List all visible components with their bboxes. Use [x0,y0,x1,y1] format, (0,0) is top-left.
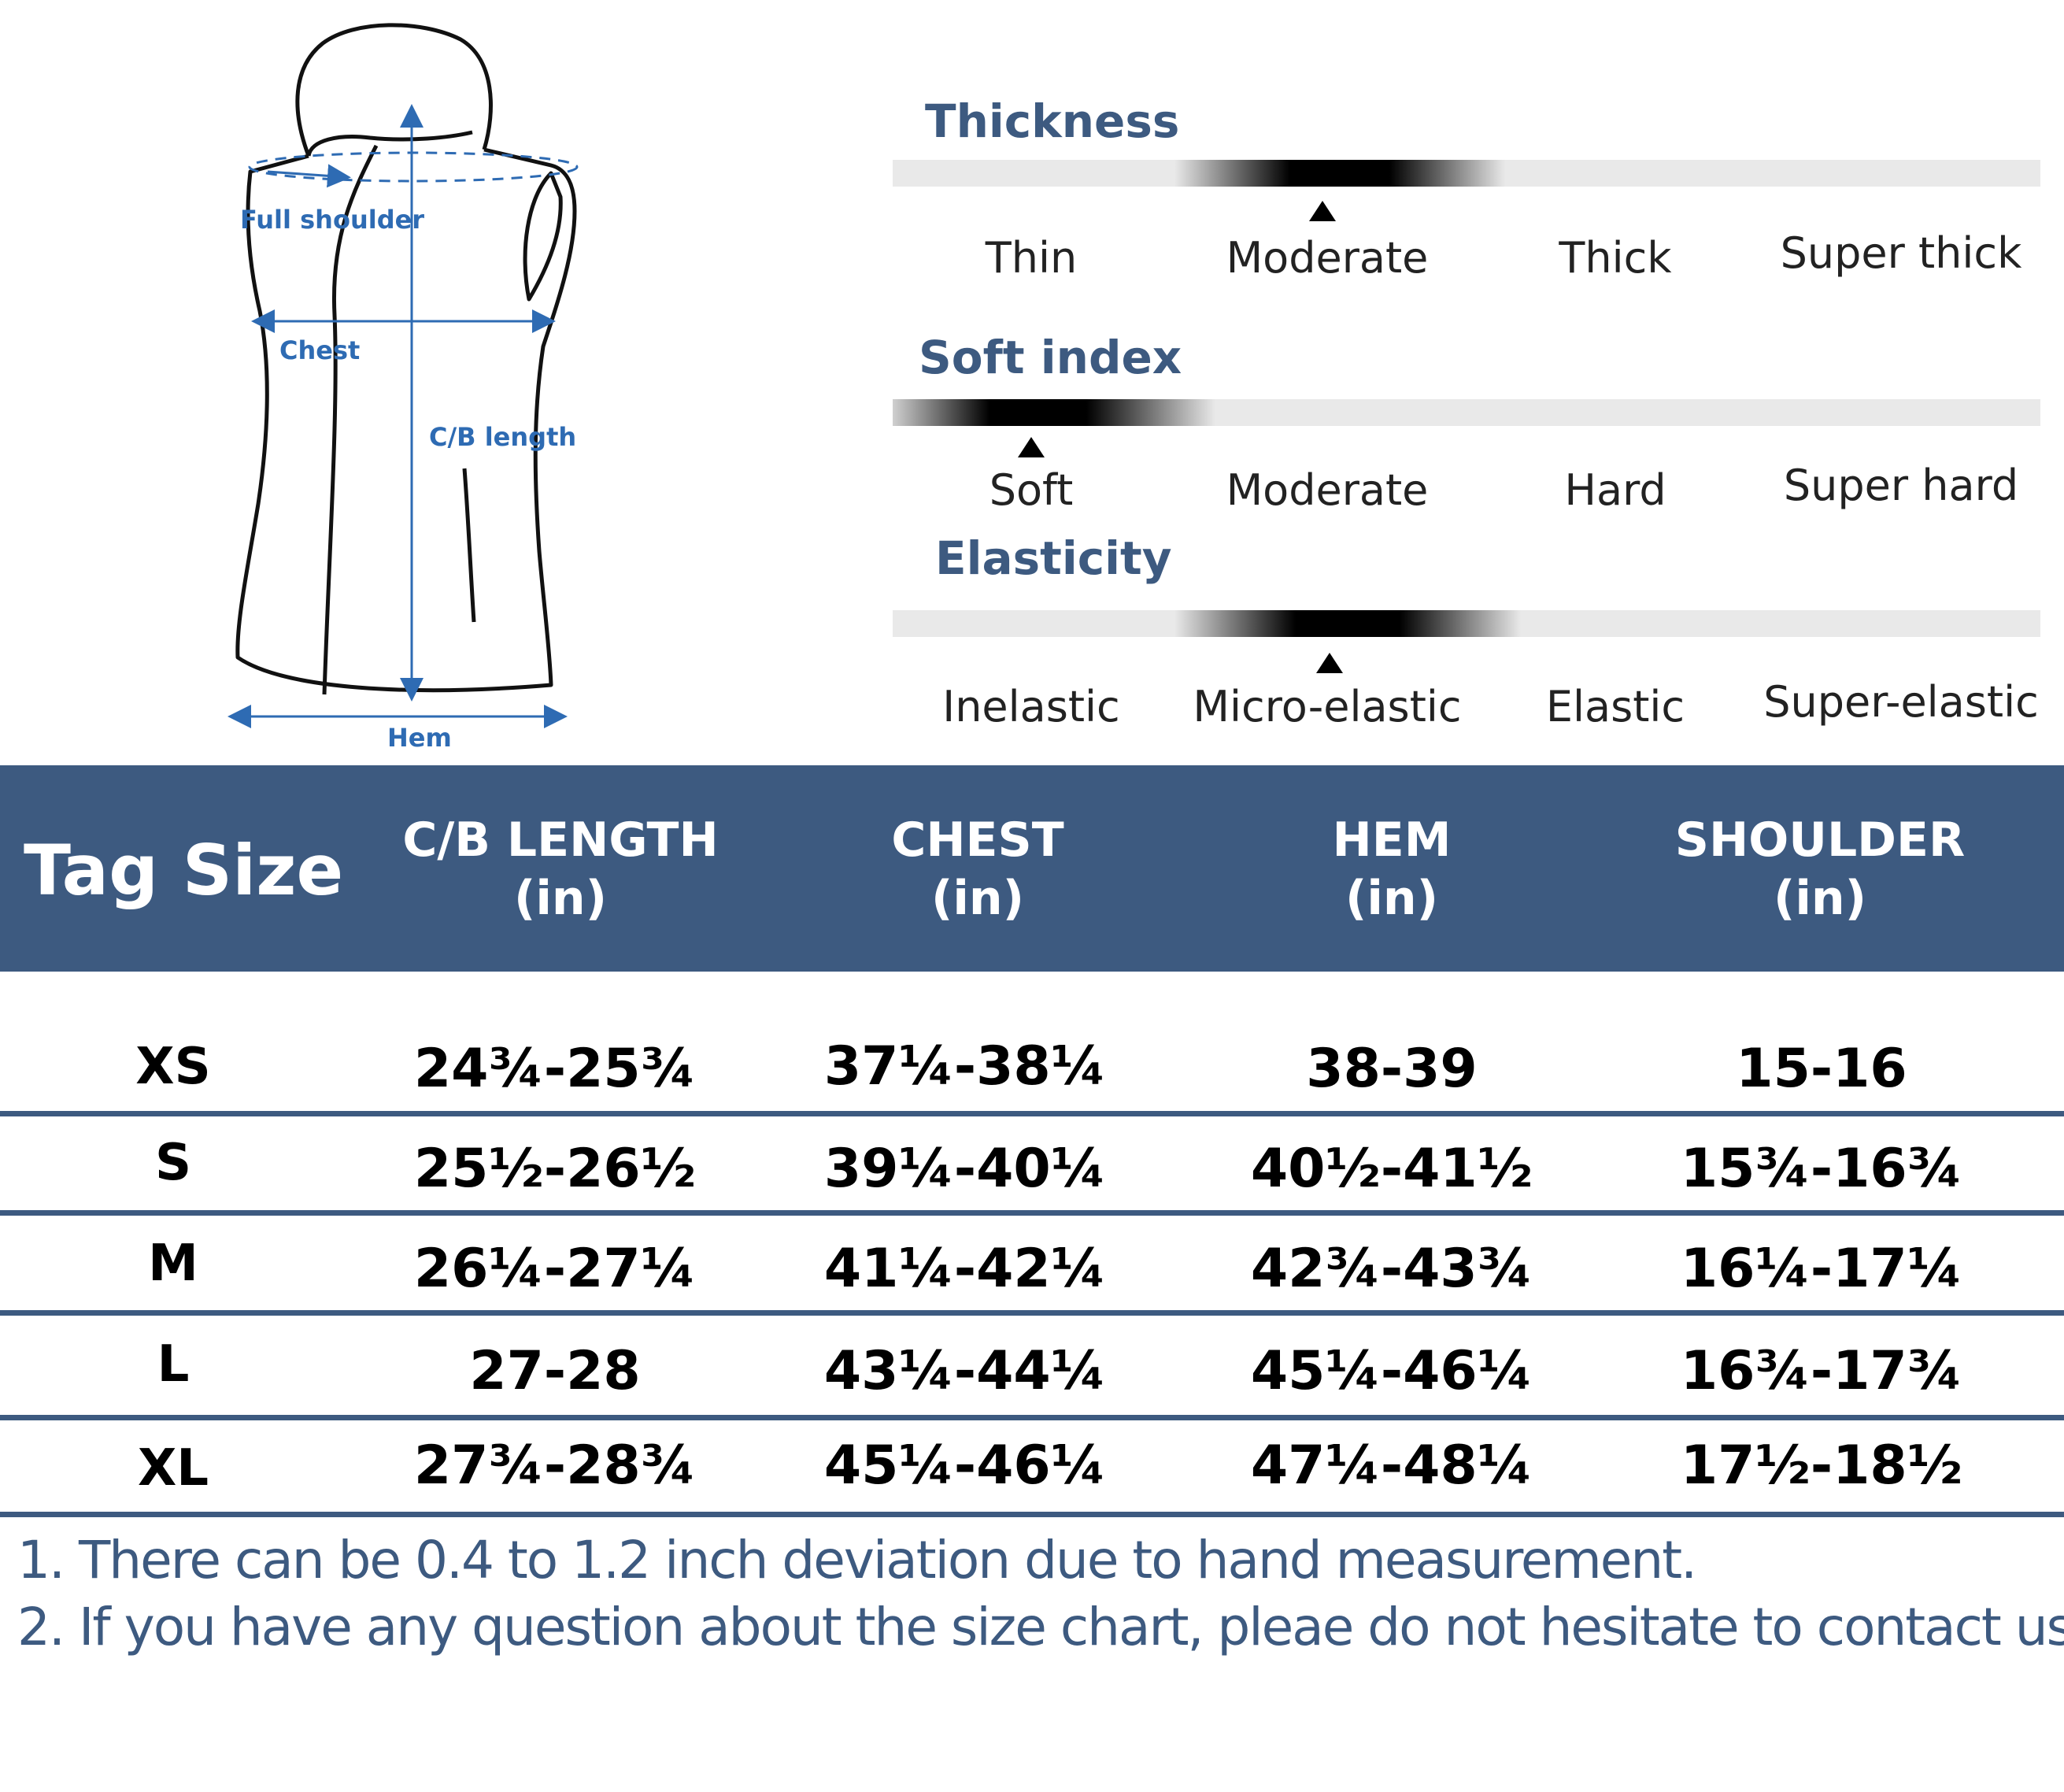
thickness-indicator [1174,160,1505,187]
vest-diagram: Full shoulder Chest C/B length Hem [227,23,579,753]
cb-length-cell: 27-28 [469,1340,641,1402]
header-cb-length-unit: (in) [513,871,608,926]
header-cb-length-label: C/B LENGTH [402,813,719,868]
header-hem-unit: (in) [1345,871,1439,926]
row-divider [0,1415,2064,1420]
chest-cell: 39¼-40¼ [823,1138,1107,1200]
soft-index-bar [893,399,2040,426]
thickness-title: Thickness [925,94,1180,148]
size-table-header: Tag Size C/B LENGTH (in) CHEST (in) HEM … [0,765,2064,972]
shoulder-cell: 16¼-17¼ [1680,1238,1963,1300]
header-shoulder: SHOULDER (in) [1631,811,2009,927]
elasticity-indicator [1174,610,1521,637]
size-cell: M [148,1235,198,1293]
soft-index-option-soft: Soft [989,465,1074,515]
elasticity-option-super-elastic: Super-elastic [1763,677,2039,727]
thickness-option-thin: Thin [985,233,1078,283]
header-hem-label: HEM [1332,813,1452,868]
elasticity-option-elastic: Elastic [1545,682,1685,731]
header-hem: HEM (in) [1234,811,1549,927]
row-divider [0,1210,2064,1216]
size-cell: L [157,1335,190,1394]
soft-index-option-hard: Hard [1564,465,1666,515]
note-2: 2. If you have any question about the si… [17,1597,2064,1657]
header-shoulder-label: SHOULDER [1674,813,1966,868]
thickness-option-thick: Thick [1559,233,1672,283]
size-cell: XL [137,1439,209,1498]
cb-length-cell: 25½-26½ [413,1138,697,1200]
shoulder-cell: 15-16 [1736,1038,1907,1100]
soft-index-indicator [893,399,1215,426]
elasticity-marker-icon [1316,653,1343,673]
chest-cell: 37¼-38¼ [823,1035,1107,1098]
full-shoulder-label: Full shoulder [240,205,424,235]
thickness-bar [893,160,2040,187]
row-divider [0,1310,2064,1316]
thickness-option-moderate: Moderate [1226,233,1429,283]
cb-length-cell: 26¼-27¼ [413,1238,697,1300]
cb-length-cell: 27¾-28¾ [413,1435,697,1497]
soft-index-marker-icon [1018,437,1045,457]
size-cell: S [154,1134,192,1192]
note-1: 1. There can be 0.4 to 1.2 inch deviatio… [17,1530,1697,1590]
hem-cell: 47¼-48¼ [1250,1435,1533,1497]
shoulder-cell: 15¾-16¾ [1680,1138,1963,1200]
soft-index-option-super-hard: Super hard [1783,461,2019,510]
header-chest-unit: (in) [930,871,1025,926]
elasticity-bar [893,610,2040,637]
header-shoulder-unit: (in) [1773,871,1867,926]
row-divider [0,1111,2064,1116]
shoulder-cell: 16¾-17¾ [1680,1340,1963,1402]
hem-cell: 40½-41½ [1250,1138,1533,1200]
elasticity-option-inelastic: Inelastic [942,682,1120,731]
header-cb-length: C/B LENGTH (in) [364,811,757,927]
shoulder-cell: 17½-18½ [1680,1435,1963,1497]
hem-cell: 38-39 [1306,1038,1478,1100]
size-cell: XS [135,1038,211,1096]
row-divider [0,1512,2064,1517]
hem-cell: 42¾-43¾ [1250,1238,1533,1300]
elasticity-option-micro-elastic: Micro-elastic [1193,682,1462,731]
soft-index-option-moderate: Moderate [1226,465,1429,515]
soft-index-title: Soft index [919,331,1182,384]
thickness-option-super-thick: Super thick [1780,228,2022,278]
header-chest: CHEST (in) [820,811,1135,927]
chest-label: Chest [279,335,360,365]
cb-length-label: C/B length [429,422,576,452]
measurement-lines [227,104,579,728]
hem-cell: 45¼-46¼ [1250,1340,1533,1402]
vest-outline [235,23,577,695]
chest-cell: 43¼-44¼ [823,1340,1107,1402]
elasticity-title: Elasticity [935,531,1172,585]
chest-cell: 45¼-46¼ [823,1435,1107,1497]
header-tag-size: Tag Size [24,830,344,911]
thickness-marker-icon [1309,201,1336,221]
header-chest-label: CHEST [891,813,1064,868]
hem-label: Hem [387,723,452,753]
chest-cell: 41¼-42¼ [823,1238,1107,1300]
cb-length-cell: 24¾-25¾ [413,1038,697,1100]
